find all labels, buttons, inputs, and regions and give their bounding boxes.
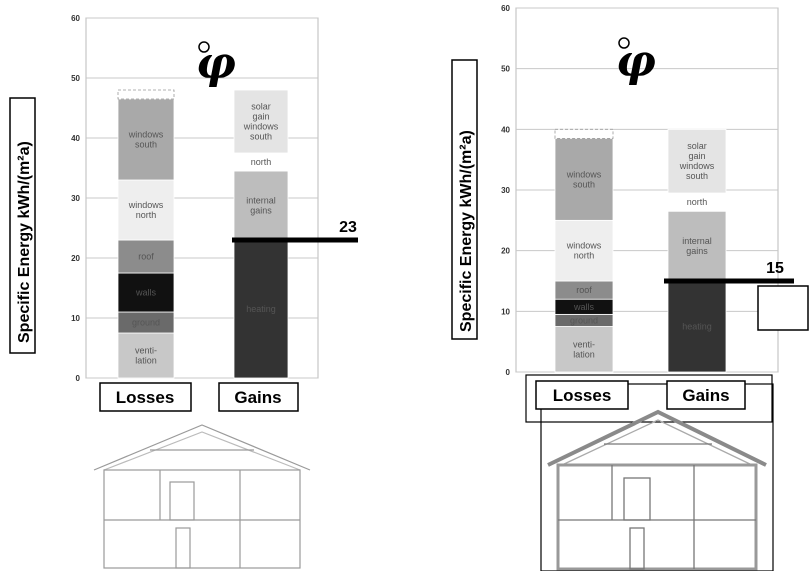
- bar-segment: [233, 170, 289, 241]
- y-tick-labels-right: 0 10 20 30 40 50 60: [501, 4, 510, 377]
- house-frame: [540, 383, 774, 571]
- segment-label: north: [687, 197, 708, 207]
- category-box-gains-right: [666, 380, 746, 410]
- bar-segment: [233, 239, 289, 379]
- roof-inner: [561, 419, 753, 466]
- y-tick-label: 20: [501, 247, 510, 256]
- y-axis-label-right: Specific Energy kWh/(m²a): [458, 130, 475, 332]
- y-axis-label-left: Specific Energy kWh/(m²a): [16, 141, 33, 343]
- y-axis-label-box-right: [451, 59, 478, 340]
- bar-segment: [667, 210, 727, 282]
- segment-label: windows north: [566, 241, 602, 261]
- category-label-losses-right: Losses: [553, 386, 612, 405]
- segment-label: solar gain windows south: [679, 141, 715, 181]
- door: [175, 527, 191, 569]
- y-tick-label: 60: [501, 4, 510, 13]
- bar-segment: [117, 332, 175, 379]
- segment-label: roof: [576, 285, 592, 295]
- segment-label: venti-lation: [573, 339, 595, 359]
- phi-logo-left: φ: [196, 38, 236, 89]
- segment-label: windows south: [566, 169, 602, 189]
- bar-segment: [554, 326, 614, 373]
- y-axis-label-box-left: [9, 97, 36, 354]
- door: [629, 527, 645, 570]
- segment-label: walls: [573, 302, 595, 312]
- y-tick-label: 10: [71, 314, 80, 323]
- y-tick-labels-left: 0 10 20 30 40 50 60: [71, 14, 80, 383]
- target-label-left: 23: [339, 219, 357, 236]
- y-tick-label: 40: [501, 125, 510, 134]
- y-tick-label: 10: [501, 307, 510, 316]
- segment-label: roof: [138, 252, 154, 262]
- segment-label: windows north: [128, 200, 164, 220]
- segment-label: heating: [682, 322, 712, 332]
- bar-segment: [554, 138, 614, 221]
- bar-segment: [117, 239, 175, 274]
- stair: [623, 477, 651, 521]
- category-label-losses-left: Losses: [116, 388, 175, 407]
- segment-label: venti-lation: [135, 346, 157, 366]
- bar-segment: [117, 89, 175, 100]
- chart-left: 0 10 20 30 40 50 60 venti-lation ground walls roo…: [9, 14, 358, 569]
- bar-segment: [233, 89, 289, 154]
- segment-label: windows south: [128, 130, 164, 150]
- bar-segment: [667, 128, 727, 194]
- bar-segment: [117, 272, 175, 313]
- logo-dot: [618, 37, 630, 49]
- house-section-drawing-right: [547, 409, 767, 571]
- segment-label: solar gain windows south: [243, 102, 279, 142]
- roof-inner: [103, 431, 301, 471]
- segment-label: ground: [132, 318, 160, 328]
- category-label-gains-left: Gains: [234, 388, 281, 407]
- segment-label: heating: [246, 304, 276, 314]
- category-frame-outer: [525, 374, 773, 423]
- category-box-gains-left: [218, 382, 299, 412]
- category-box-losses-left: [99, 382, 192, 412]
- logo-dot: [198, 41, 210, 53]
- roof-outline: [547, 409, 767, 467]
- house-walls: [103, 469, 301, 569]
- bar-segment: [554, 128, 614, 139]
- bar-segment: [554, 219, 614, 282]
- y-tick-label: 50: [71, 74, 80, 83]
- segment-label: ground: [570, 315, 598, 325]
- category-box-losses-right: [535, 380, 629, 410]
- bars-left: venti-lation ground walls roof windows north w…: [117, 89, 289, 379]
- y-tick-label: 60: [71, 14, 80, 23]
- phi-glyph: φ: [196, 38, 236, 89]
- roof-outline: [93, 424, 311, 471]
- bar-segment: [117, 179, 175, 241]
- house-section-drawing-left: [93, 424, 311, 569]
- plot-area-right: 0 10 20 30 40 50 60 venti-lation ground walls roo…: [501, 4, 779, 377]
- phi-logo-right: φ: [616, 36, 656, 87]
- y-tick-label: 20: [71, 254, 80, 263]
- target-label-right: 15: [766, 260, 784, 277]
- y-tick-label: 0: [76, 374, 81, 383]
- chart-right: 0 10 20 30 40 50 60 venti-lation ground walls roo…: [451, 4, 809, 571]
- segment-label: internal gains: [246, 196, 276, 216]
- y-tick-label: 30: [71, 194, 80, 203]
- segment-label: north: [251, 157, 272, 167]
- segment-label: internal gains: [682, 236, 712, 256]
- plot-area-left: 0 10 20 30 40 50 60 venti-lation ground walls roo…: [71, 14, 319, 383]
- phi-glyph: φ: [616, 36, 656, 87]
- y-tick-label: 50: [501, 65, 510, 74]
- stair: [169, 481, 195, 521]
- y-tick-label: 40: [71, 134, 80, 143]
- y-tick-label: 30: [501, 186, 510, 195]
- house-walls: [556, 463, 758, 571]
- segment-label: walls: [135, 288, 157, 298]
- category-label-gains-right: Gains: [682, 386, 729, 405]
- y-tick-label: 0: [506, 368, 511, 377]
- stray-box: [757, 285, 809, 331]
